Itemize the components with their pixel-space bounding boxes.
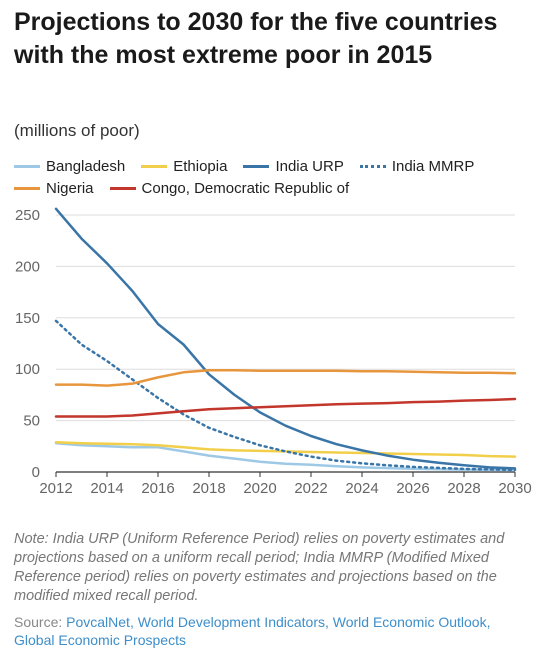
chart-title: Projections to 2030 for the five countri… — [14, 8, 498, 69]
x-tick-label-2016: 2016 — [141, 480, 174, 497]
legend-item-india-mmrp: India MMRP — [359, 157, 475, 175]
series-line-india-mmrp — [54, 319, 517, 472]
x-tick-label-2012: 2012 — [39, 480, 72, 497]
legend-item-nigeria: Nigeria — [14, 180, 94, 197]
x-tick-label-2026: 2026 — [396, 480, 429, 497]
y-tick-label-100: 100 — [15, 361, 40, 378]
legend-swatch-congo — [109, 186, 136, 190]
x-tick-label-2014: 2014 — [90, 480, 123, 497]
x-tick-label-2020: 2020 — [243, 480, 276, 497]
legend-label-nigeria: Nigeria — [46, 179, 94, 197]
legend-label-india-urp: India URP — [275, 157, 344, 175]
x-tick-label-2024: 2024 — [345, 480, 378, 497]
y-tick-label-0: 0 — [32, 464, 40, 481]
legend-swatch-ethiopia — [141, 164, 168, 168]
legend: Bangladesh Ethiopia India URP India MMRP… — [14, 156, 529, 200]
legend-item-india-urp: India URP — [243, 157, 344, 175]
chart-subtitle: (millions of poor) — [14, 121, 140, 140]
legend-label-ethiopia: Ethiopia — [173, 157, 228, 175]
series-line-congo-democratic-republic-of — [54, 397, 517, 418]
legend-item-bangladesh: Bangladesh — [14, 158, 125, 175]
legend-swatch-bangladesh — [14, 164, 40, 168]
line-chart: 0 50 100 150 200 250 2012 2014 2016 2018 2020 2022 2… — [15, 207, 532, 497]
chart-note: Note: India URP (Uniform Reference Perio… — [14, 531, 505, 604]
legend-row-1: Bangladesh Ethiopia India URP India MMRP — [14, 156, 529, 176]
x-tick-label-2018: 2018 — [192, 480, 225, 497]
source-label: Source: — [14, 614, 67, 630]
legend-item-ethiopia: Ethiopia — [141, 158, 227, 175]
y-tick-label-50: 50 — [23, 413, 40, 430]
x-tick-label-2022: 2022 — [294, 480, 327, 497]
legend-item-congo: Congo, Democratic Republic of — [109, 179, 350, 197]
legend-label-india-mmrp: India MMRP — [391, 157, 475, 175]
source-links[interactable]: PovcalNet, World Development Indicators,… — [14, 614, 491, 648]
legend-label-congo: Congo, Democratic Republic of — [141, 179, 350, 197]
chart-source: Source: PovcalNet, World Development Ind… — [14, 613, 529, 649]
y-tick-label-200: 200 — [15, 258, 40, 275]
y-tick-label-250: 250 — [15, 207, 40, 224]
series-line-nigeria — [54, 368, 517, 387]
series-line-india-urp — [54, 207, 517, 470]
x-tick-label-2030: 2030 — [498, 480, 531, 497]
legend-swatch-india-urp — [243, 164, 270, 168]
legend-swatch-india-mmrp — [359, 164, 386, 168]
series-line-ethiopia — [54, 440, 517, 458]
legend-label-bangladesh: Bangladesh — [46, 157, 126, 175]
series-line-bangladesh — [54, 441, 517, 472]
y-tick-label-150: 150 — [15, 310, 40, 327]
x-tick-label-2028: 2028 — [447, 480, 480, 497]
legend-swatch-nigeria — [14, 186, 40, 190]
legend-row-2: Nigeria Congo, Democratic Republic of — [14, 178, 529, 198]
